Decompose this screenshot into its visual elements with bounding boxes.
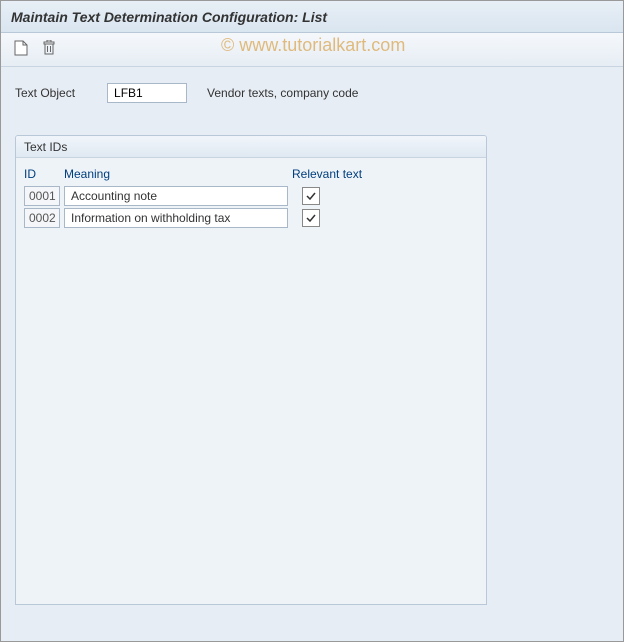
- text-object-desc: Vendor texts, company code: [207, 86, 358, 100]
- new-document-icon: [14, 40, 28, 59]
- col-id-label: ID: [24, 167, 64, 181]
- text-object-row: Text Object Vendor texts, company code: [15, 81, 609, 105]
- content-area: Text Object Vendor texts, company code T…: [1, 67, 623, 641]
- table-header: ID Meaning Relevant text: [24, 163, 478, 185]
- title-bar: Maintain Text Determination Configuratio…: [1, 1, 623, 33]
- col-relevant-label: Relevant text: [292, 167, 392, 181]
- relevant-checkbox[interactable]: [302, 209, 320, 227]
- meaning-input[interactable]: [64, 186, 288, 206]
- toolbar: [1, 33, 623, 67]
- trash-icon: [42, 40, 56, 59]
- id-cell: 0001: [24, 186, 60, 206]
- relevant-checkbox[interactable]: [302, 187, 320, 205]
- table-row: 0001: [24, 185, 478, 207]
- window-title: Maintain Text Determination Configuratio…: [11, 9, 327, 25]
- new-document-button[interactable]: [9, 38, 33, 62]
- delete-button[interactable]: [37, 38, 61, 62]
- panel-title: Text IDs: [16, 136, 486, 158]
- meaning-input[interactable]: [64, 208, 288, 228]
- text-ids-panel: Text IDs ID Meaning Relevant text 0001 0…: [15, 135, 487, 605]
- col-meaning-label: Meaning: [64, 167, 292, 181]
- id-cell: 0002: [24, 208, 60, 228]
- table-row: 0002: [24, 207, 478, 229]
- text-object-input[interactable]: [107, 83, 187, 103]
- panel-body: ID Meaning Relevant text 0001 0002: [16, 158, 486, 234]
- text-object-label: Text Object: [15, 86, 75, 100]
